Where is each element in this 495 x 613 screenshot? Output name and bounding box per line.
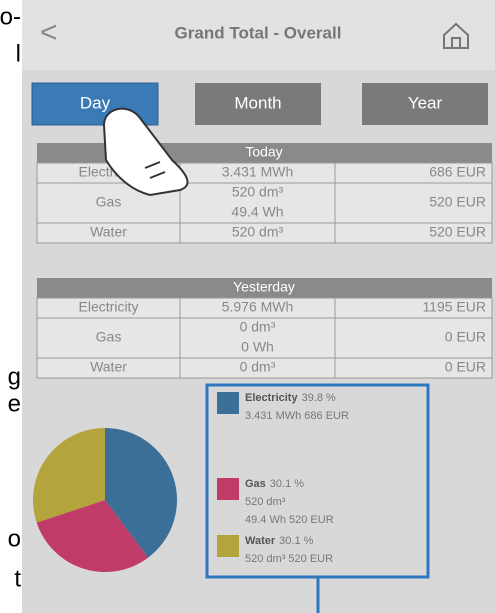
- cell-text: Gas: [96, 194, 122, 210]
- hand-pointer: [102, 107, 189, 197]
- tab-label: Month: [234, 93, 281, 112]
- table-cell: [334, 357, 493, 379]
- table-cell: [334, 317, 493, 359]
- home-button[interactable]: [443, 22, 469, 49]
- tab-button[interactable]: [195, 83, 321, 125]
- header-title: Grand Total - Overall: [175, 23, 342, 42]
- margin-text: e: [8, 390, 21, 417]
- legend-detail: 49.4 Wh 520 EUR: [245, 514, 334, 526]
- pie-slice: [36, 500, 149, 572]
- legend-percent: 39.8 %: [302, 392, 336, 404]
- cell-text: 0 Wh: [241, 339, 274, 355]
- back-button[interactable]: <: [40, 16, 58, 49]
- table-cell: [334, 222, 493, 244]
- legend-swatch: [217, 478, 239, 500]
- margin-text: t: [14, 565, 21, 592]
- pie-slice: [33, 428, 106, 523]
- cell-text: Electricity: [79, 299, 139, 315]
- table-cell: [36, 317, 181, 359]
- legend-detail: 3.431 MWh 686 EUR: [245, 410, 349, 422]
- legend-swatch: [217, 392, 239, 414]
- legend-name: Electricity: [245, 392, 298, 404]
- cell-text: 5.976 MWh: [222, 299, 294, 315]
- table-title: Today: [245, 144, 282, 160]
- cell-text: 0 dm³: [240, 319, 276, 335]
- margin-text: g: [8, 363, 21, 390]
- margin-text: o: [8, 525, 21, 552]
- cell-text: Gas: [96, 329, 122, 345]
- tab-label: Day: [80, 93, 111, 112]
- cell-text: 520 EUR: [429, 194, 486, 210]
- table-cell: [179, 317, 336, 359]
- margin-text: o-: [0, 3, 21, 30]
- table-title: Yesterday: [233, 279, 295, 295]
- header-bar: [22, 0, 495, 70]
- legend-name: Gas: [245, 478, 266, 490]
- table-header: [37, 278, 492, 298]
- tab-label: Year: [408, 93, 443, 112]
- cell-text: 520 dm³: [232, 184, 284, 200]
- legend-name: Water: [245, 535, 276, 547]
- cell-text: 1195 EUR: [422, 299, 486, 315]
- pie-slice: [105, 428, 177, 558]
- cell-text: 0 EUR: [445, 329, 486, 345]
- table-cell: [179, 182, 336, 224]
- legend-swatch: [217, 535, 239, 557]
- table-cell: [334, 182, 493, 224]
- cell-text: 520 dm³: [232, 224, 284, 240]
- cell-text: Water: [90, 224, 127, 240]
- margin-text: l: [16, 40, 21, 67]
- legend-percent: 30.1 %: [279, 535, 313, 547]
- legend-detail: 520 dm³: [245, 496, 286, 508]
- cell-text: Water: [90, 359, 127, 375]
- legend-detail: 520 dm³ 520 EUR: [245, 553, 333, 565]
- tab-button[interactable]: [362, 83, 488, 125]
- cell-text: 0 dm³: [240, 359, 276, 375]
- cell-text: 49.4 Wh: [231, 204, 283, 220]
- cell-text: 0 EUR: [445, 359, 486, 375]
- legend-percent: 30.1 %: [270, 478, 304, 490]
- cell-text: 3.431 MWh: [222, 164, 294, 180]
- cell-text: 520 EUR: [429, 224, 486, 240]
- cell-text: 686 EUR: [429, 164, 486, 180]
